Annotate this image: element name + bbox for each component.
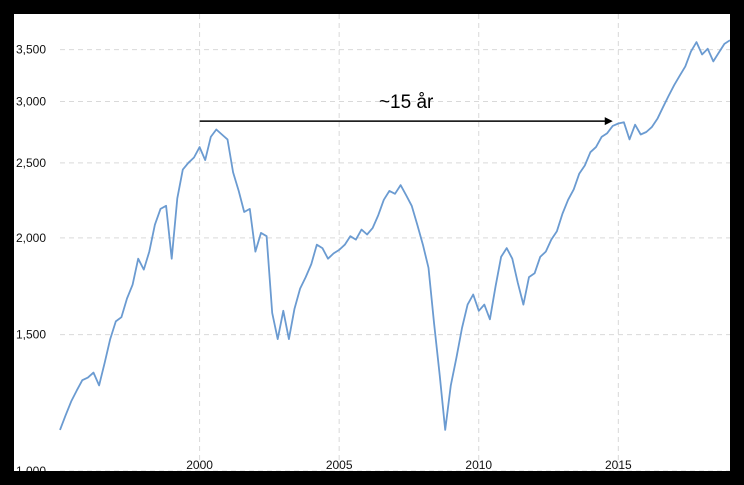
x-tick-label: 2010 (465, 458, 492, 471)
y-tick-label: 1,500 (16, 328, 46, 342)
annotation-arrow-head (604, 117, 613, 126)
chart-frame: 1,000 1,500 2,000 2,500 3,000 3,500 2000 2005 2… (14, 14, 730, 471)
series-line (59, 39, 730, 431)
x-tick-labels: 2000 2005 2010 2015 (186, 458, 632, 471)
y-tick-labels: 1,000 1,500 2,000 2,500 3,000 3,500 (16, 43, 46, 471)
grid (60, 14, 730, 471)
y-tick-label: 3,000 (16, 95, 46, 109)
y-tick-label: 3,500 (16, 43, 46, 57)
x-tick-label: 2000 (186, 458, 213, 471)
annotation-label: ~15 år (379, 92, 434, 113)
annotation: ~15 år (199, 92, 613, 126)
y-tick-label: 2,000 (16, 231, 46, 245)
x-tick-label: 2015 (605, 458, 632, 471)
x-tick-label: 2005 (326, 458, 353, 471)
y-tick-label: 1,000 (16, 464, 46, 471)
y-tick-label: 2,500 (16, 156, 46, 170)
